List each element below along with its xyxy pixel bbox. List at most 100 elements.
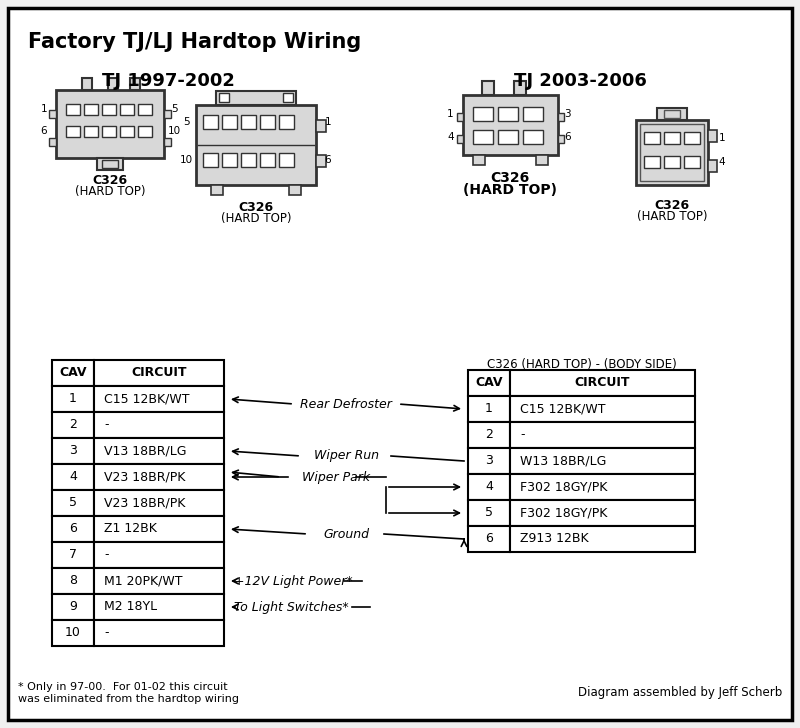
Bar: [644, 156, 660, 168]
Bar: [138, 104, 152, 115]
Text: (HARD TOP): (HARD TOP): [221, 212, 291, 225]
Text: +12V Light Power*: +12V Light Power*: [234, 574, 353, 587]
Bar: [164, 138, 171, 146]
Bar: [52, 360, 94, 386]
Bar: [473, 155, 485, 165]
Text: TJ 2003-2006: TJ 2003-2006: [514, 72, 646, 90]
Text: V13 18BR/LG: V13 18BR/LG: [104, 445, 186, 457]
Bar: [52, 516, 94, 542]
Bar: [457, 135, 462, 143]
Bar: [130, 78, 140, 90]
Bar: [84, 104, 98, 115]
Bar: [636, 120, 708, 185]
Bar: [462, 95, 558, 155]
Bar: [120, 126, 134, 137]
Bar: [510, 500, 695, 526]
Bar: [222, 153, 237, 167]
Bar: [664, 110, 680, 118]
Text: 4: 4: [69, 470, 77, 483]
Bar: [52, 412, 94, 438]
Bar: [66, 126, 80, 137]
Text: 10: 10: [167, 126, 181, 136]
Text: -: -: [104, 548, 109, 561]
Bar: [522, 107, 542, 121]
Bar: [468, 422, 510, 448]
Bar: [664, 132, 680, 144]
Text: C15 12BK/WT: C15 12BK/WT: [520, 403, 606, 416]
Text: CAV: CAV: [59, 366, 86, 379]
Bar: [468, 448, 510, 474]
Text: 1: 1: [325, 117, 331, 127]
Text: V23 18BR/PK: V23 18BR/PK: [104, 470, 186, 483]
Bar: [138, 126, 152, 137]
Bar: [94, 490, 224, 516]
Bar: [94, 516, 224, 542]
Text: 6: 6: [325, 155, 331, 165]
Bar: [522, 130, 542, 144]
Bar: [52, 490, 94, 516]
Text: F302 18GY/PK: F302 18GY/PK: [520, 507, 607, 520]
Text: 2: 2: [69, 419, 77, 432]
Text: 10: 10: [65, 627, 81, 639]
Bar: [82, 78, 92, 90]
Text: F302 18GY/PK: F302 18GY/PK: [520, 480, 607, 494]
Bar: [94, 464, 224, 490]
Bar: [49, 110, 56, 118]
Bar: [102, 126, 116, 137]
Bar: [279, 153, 294, 167]
Bar: [640, 124, 704, 181]
Text: 6: 6: [69, 523, 77, 536]
Bar: [84, 126, 98, 137]
Bar: [657, 108, 687, 120]
Bar: [49, 138, 56, 146]
Bar: [457, 113, 462, 121]
Text: Rear Defroster: Rear Defroster: [300, 397, 392, 411]
Bar: [510, 448, 695, 474]
Bar: [52, 438, 94, 464]
Bar: [94, 412, 224, 438]
Bar: [535, 155, 547, 165]
Text: M2 18YL: M2 18YL: [104, 601, 157, 614]
Text: M1 20PK/WT: M1 20PK/WT: [104, 574, 182, 587]
Text: Z913 12BK: Z913 12BK: [520, 532, 589, 545]
Bar: [684, 132, 700, 144]
Text: Factory TJ/LJ Hardtop Wiring: Factory TJ/LJ Hardtop Wiring: [28, 32, 362, 52]
Text: 1: 1: [447, 109, 454, 119]
Bar: [219, 93, 229, 102]
Bar: [241, 115, 256, 129]
Text: C326: C326: [490, 171, 530, 185]
Bar: [196, 105, 316, 185]
Bar: [279, 115, 294, 129]
Text: V23 18BR/PK: V23 18BR/PK: [104, 496, 186, 510]
Text: 3: 3: [485, 454, 493, 467]
Text: (HARD TOP): (HARD TOP): [463, 183, 557, 197]
Text: 5: 5: [182, 117, 190, 127]
Bar: [66, 104, 80, 115]
Bar: [558, 113, 563, 121]
Text: -: -: [104, 419, 109, 432]
Text: TJ 1997-2002: TJ 1997-2002: [102, 72, 234, 90]
Bar: [52, 568, 94, 594]
Bar: [94, 620, 224, 646]
Text: C326: C326: [654, 199, 690, 212]
Bar: [510, 474, 695, 500]
Text: C326: C326: [238, 201, 274, 214]
Bar: [708, 160, 717, 172]
Text: C326 (HARD TOP) - (BODY SIDE): C326 (HARD TOP) - (BODY SIDE): [486, 358, 676, 371]
Bar: [260, 153, 275, 167]
Text: 1: 1: [69, 392, 77, 405]
Bar: [52, 386, 94, 412]
Text: 5: 5: [69, 496, 77, 510]
Bar: [684, 156, 700, 168]
Bar: [241, 153, 256, 167]
Bar: [216, 91, 296, 105]
Bar: [52, 464, 94, 490]
Bar: [468, 370, 510, 396]
Text: 6: 6: [564, 132, 571, 142]
Bar: [94, 360, 224, 386]
Text: 9: 9: [69, 601, 77, 614]
Text: CAV: CAV: [475, 376, 502, 389]
Bar: [510, 370, 695, 396]
Text: Wiper Park: Wiper Park: [302, 470, 370, 483]
Bar: [94, 594, 224, 620]
